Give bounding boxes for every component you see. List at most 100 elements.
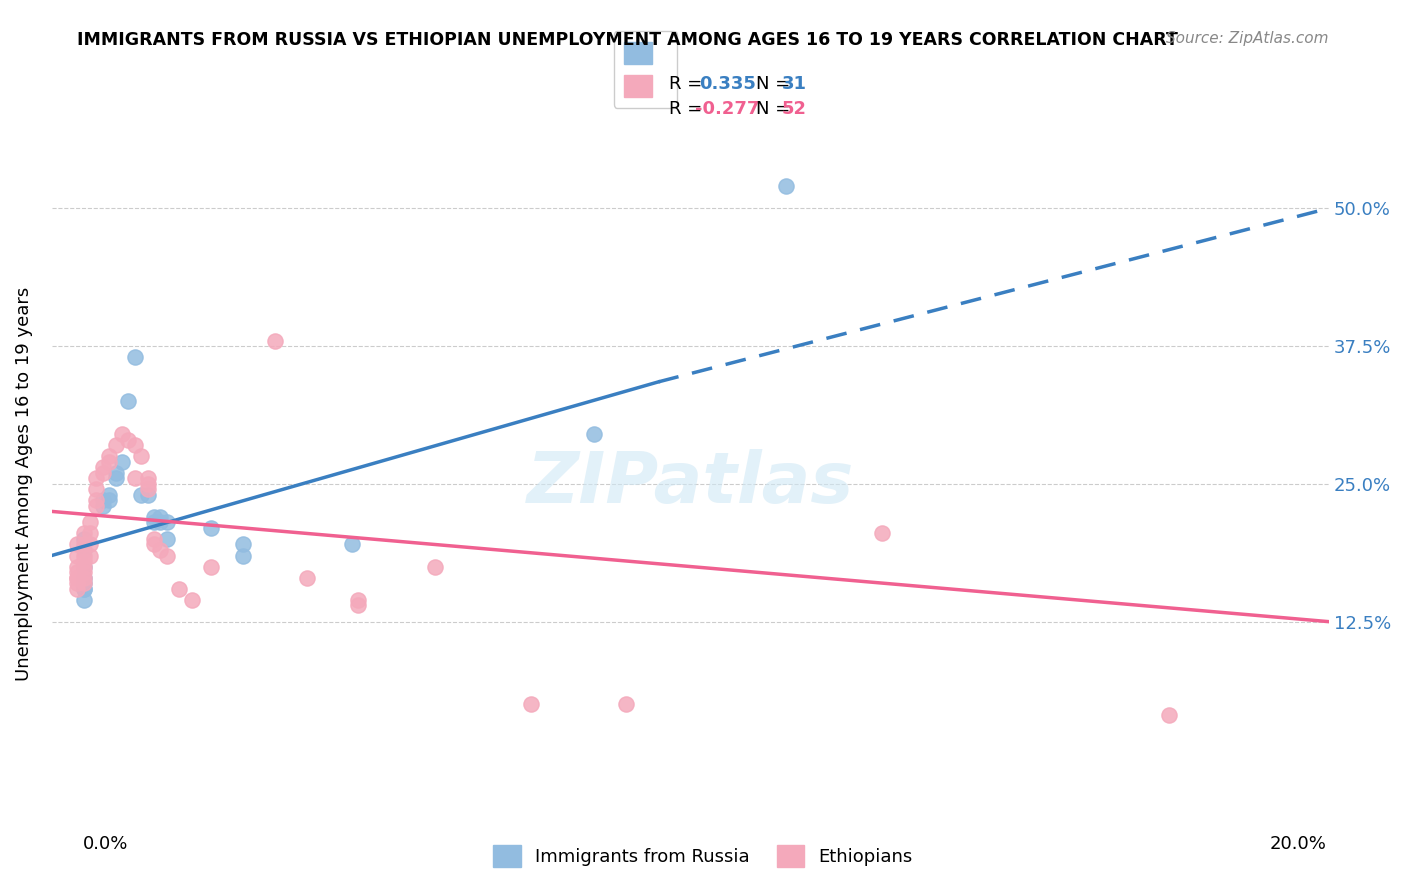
Point <box>117 433 139 447</box>
Point <box>111 455 134 469</box>
Point <box>124 471 146 485</box>
Point <box>79 526 101 541</box>
Point <box>775 179 797 194</box>
Text: 0.335: 0.335 <box>699 75 755 93</box>
Point <box>91 466 114 480</box>
Point <box>423 559 446 574</box>
Point <box>142 516 165 530</box>
Point <box>66 549 89 563</box>
Text: 0.0%: 0.0% <box>83 835 128 853</box>
Point <box>73 582 96 596</box>
Point <box>156 549 179 563</box>
Point <box>124 438 146 452</box>
Point <box>73 559 96 574</box>
Point <box>91 460 114 475</box>
Point <box>79 516 101 530</box>
Point <box>91 499 114 513</box>
Point <box>232 537 254 551</box>
Point <box>156 532 179 546</box>
Point <box>129 488 152 502</box>
Point <box>73 582 96 596</box>
Point <box>98 450 121 464</box>
Text: R =: R = <box>669 100 709 118</box>
Point <box>86 483 108 497</box>
Point <box>117 394 139 409</box>
Y-axis label: Unemployment Among Ages 16 to 19 years: Unemployment Among Ages 16 to 19 years <box>15 286 32 681</box>
Point <box>200 521 222 535</box>
Point <box>124 350 146 364</box>
Point <box>232 549 254 563</box>
Point <box>73 570 96 584</box>
Point <box>66 559 89 574</box>
Text: 52: 52 <box>782 100 807 118</box>
Point <box>136 471 159 485</box>
Point <box>104 466 127 480</box>
Point <box>73 537 96 551</box>
Point <box>98 488 121 502</box>
Point <box>86 493 108 508</box>
Text: ZIPatlas: ZIPatlas <box>527 450 853 518</box>
Point <box>519 698 541 712</box>
Text: 31: 31 <box>782 75 807 93</box>
Point <box>616 698 638 712</box>
Point <box>149 510 172 524</box>
Point <box>66 582 89 596</box>
Legend: Immigrants from Russia, Ethiopians: Immigrants from Russia, Ethiopians <box>486 838 920 874</box>
Point <box>98 493 121 508</box>
Text: N =: N = <box>756 100 796 118</box>
Text: Source: ZipAtlas.com: Source: ZipAtlas.com <box>1166 31 1329 46</box>
Point <box>129 450 152 464</box>
Point <box>264 334 287 348</box>
Point <box>340 537 363 551</box>
Point <box>295 570 318 584</box>
Text: R =: R = <box>669 75 709 93</box>
Point <box>79 537 101 551</box>
Point <box>73 576 96 591</box>
Point <box>136 476 159 491</box>
Point <box>169 582 191 596</box>
Point <box>149 516 172 530</box>
Point <box>142 510 165 524</box>
Point <box>200 559 222 574</box>
Point <box>73 592 96 607</box>
Point <box>66 570 89 584</box>
Legend: , : , <box>613 31 676 108</box>
Point <box>136 488 159 502</box>
Point <box>1159 708 1181 723</box>
Point <box>104 438 127 452</box>
Point <box>86 499 108 513</box>
Point <box>149 543 172 558</box>
Point <box>136 483 159 497</box>
Point <box>73 543 96 558</box>
Point <box>181 592 204 607</box>
Point <box>66 570 89 584</box>
Point <box>79 549 101 563</box>
Point <box>870 526 893 541</box>
Point <box>73 559 96 574</box>
Point <box>73 565 96 579</box>
Point <box>73 549 96 563</box>
Text: IMMIGRANTS FROM RUSSIA VS ETHIOPIAN UNEMPLOYMENT AMONG AGES 16 TO 19 YEARS CORRE: IMMIGRANTS FROM RUSSIA VS ETHIOPIAN UNEM… <box>77 31 1178 49</box>
Point <box>66 565 89 579</box>
Point <box>66 537 89 551</box>
Point <box>583 427 606 442</box>
Point <box>73 526 96 541</box>
Point <box>142 537 165 551</box>
Point <box>86 471 108 485</box>
Text: -0.277: -0.277 <box>695 100 759 118</box>
Point <box>104 471 127 485</box>
Point <box>91 493 114 508</box>
Point <box>98 455 121 469</box>
Point <box>111 427 134 442</box>
Point <box>156 516 179 530</box>
Point <box>347 592 370 607</box>
Text: 20.0%: 20.0% <box>1270 835 1326 853</box>
Point <box>347 598 370 612</box>
Point <box>73 554 96 568</box>
Text: N =: N = <box>756 75 796 93</box>
Point <box>66 576 89 591</box>
Point <box>142 532 165 546</box>
Point <box>73 532 96 546</box>
Point <box>73 570 96 584</box>
Point <box>73 576 96 591</box>
